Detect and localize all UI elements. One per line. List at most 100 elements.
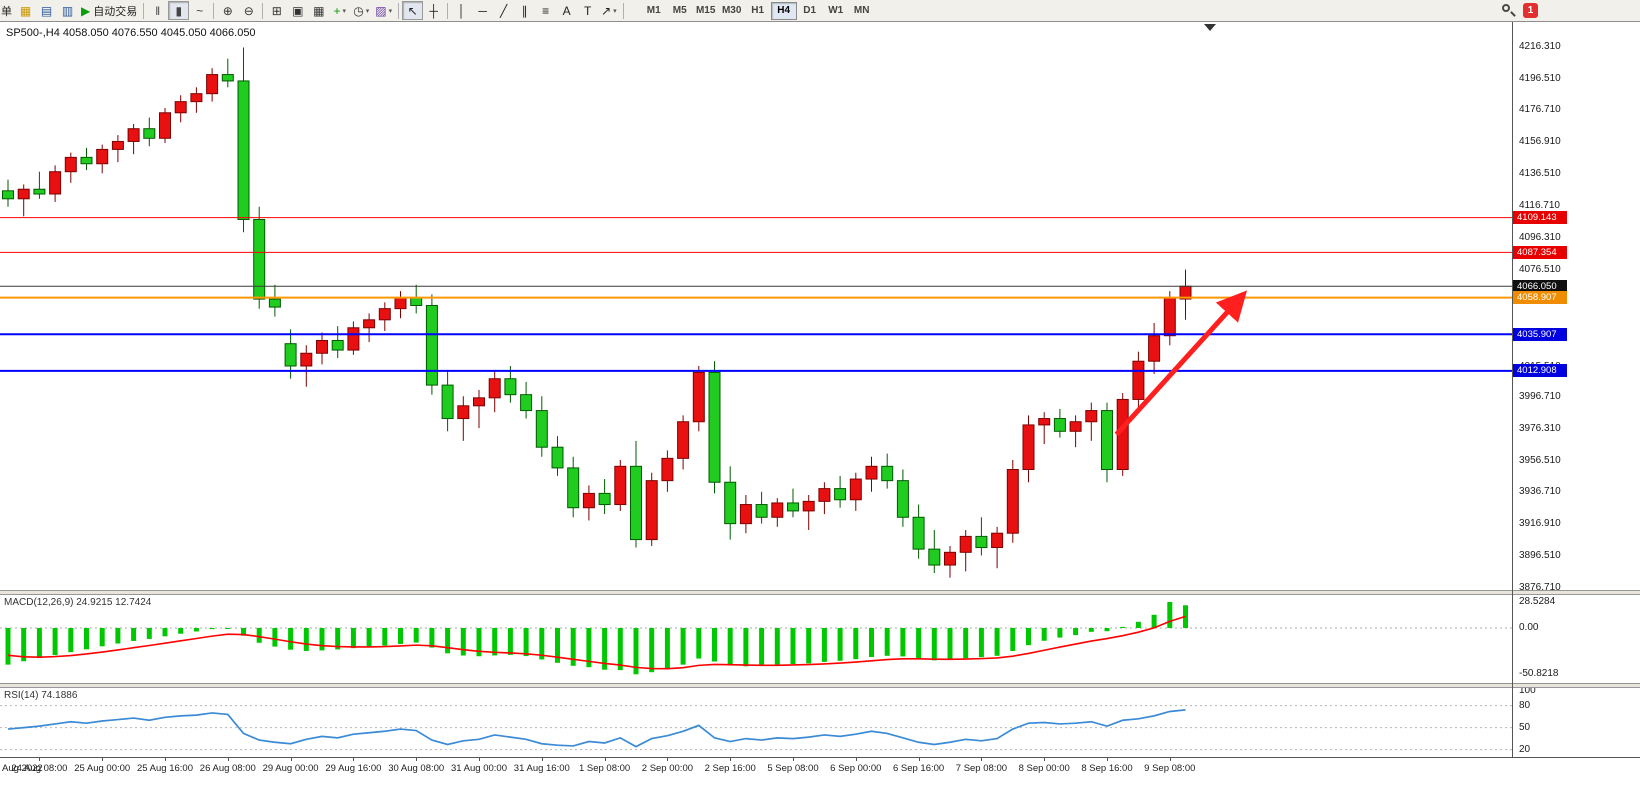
time-axis-tick [290,758,292,761]
arrows-button[interactable]: ↗ ▾ [598,1,620,20]
arrange-windows-button[interactable]: ▦ [308,1,329,20]
time-axis-label: 8 Sep 16:00 [1081,763,1133,774]
timeframe-w1-button[interactable]: W1 [823,2,849,20]
candlestick-button[interactable]: ▮ [168,1,190,20]
text-label-button[interactable]: T [577,1,598,20]
time-axis-tick [416,758,418,761]
time-axis-tick [981,758,983,761]
market-watch-button[interactable]: ▤ [36,1,57,20]
crosshair-button[interactable]: ┼ [423,1,444,20]
time-axis-tick [1169,758,1171,761]
search-icon-handle [1510,11,1516,17]
tile-windows-button[interactable]: ⊞ [266,1,287,20]
cascade-windows-button[interactable]: ▣ [287,1,308,20]
time-axis-tick [604,758,606,761]
pane-divider-macd[interactable] [0,590,1640,595]
timeframe-m5-button[interactable]: M5 [667,2,693,20]
tile-windows-icon: ⊞ [271,3,282,18]
time-axis-label: 6 Sep 00:00 [830,763,882,774]
charts-button[interactable]: ▦ [15,1,36,20]
macd-scale-label: 0.00 [1519,622,1539,633]
toolbar-separator [622,2,624,19]
arrange-windows-icon: ▦ [313,3,325,18]
price-tag-4109.143: 4109.143 [1513,211,1567,225]
line-chart-icon: ~ [196,3,204,18]
time-axis-tick [667,758,669,761]
price-axis-label: 3876.710 [1519,581,1561,593]
new-order-button-label: 单 [1,5,13,18]
time-axis-tick [102,758,104,761]
market-watch-icon: ▤ [40,3,53,18]
toolbar-separator [447,2,449,19]
trendline-button[interactable]: ╱ [493,1,514,20]
notification-badge[interactable]: 1 [1523,3,1538,18]
vertical-line-button[interactable]: │ [451,1,472,20]
fibonacci-button[interactable]: ≡ [535,1,556,20]
time-axis-tick [479,758,480,761]
toolbar-separator [398,2,400,19]
search-icon [1502,4,1510,12]
vertical-line-icon: │ [457,3,466,18]
navigator-icon: ▥ [61,3,74,18]
text-button[interactable]: A [556,1,577,20]
time-axis-tick [793,758,794,761]
time-axis-border [0,757,1640,758]
toolbar-separator [213,2,215,19]
indicators-button[interactable]: + ▾ [329,1,350,20]
cascade-windows-icon: ▣ [292,3,304,18]
timeframe-h4-button[interactable]: H4 [770,1,797,20]
autotrading-button[interactable]: ▶ 自动交易 [78,1,140,20]
timeframe-d1-button[interactable]: D1 [797,2,823,20]
time-axis-tick [855,758,857,761]
timeframe-m30-button[interactable]: M30 [719,2,745,20]
price-axis-label: 4216.310 [1519,41,1561,52]
dropdown-arrow-icon: ▾ [365,7,370,15]
zoom-in-icon: ⊕ [222,3,233,18]
bar-chart-button[interactable]: ‖ [147,1,168,20]
navigator-button[interactable]: ▥ [57,1,78,20]
timeframe-toolbar: M1 M5 M15 M30 H1 H4 D1 W1 MN [641,1,875,20]
time-axis-label: 31 Aug 00:00 [451,763,507,774]
time-axis-label: 29 Aug 16:00 [325,763,382,774]
timeframe-m15-button[interactable]: M15 [693,2,719,20]
chart-title: SP500-,H4 4058.050 4076.550 4045.050 406… [6,27,256,39]
price-axis-label: 3936.710 [1519,486,1561,498]
zoom-out-button[interactable]: ⊖ [238,1,259,20]
cursor-button[interactable]: ↖ [402,1,424,20]
time-axis-label: 2 Sep 16:00 [704,763,756,774]
rsi-scale-label: 80 [1519,699,1531,711]
periods-button[interactable]: ◷ ▾ [350,1,372,20]
bar-chart-icon: ‖ [155,3,161,18]
zoom-in-button[interactable]: ⊕ [217,1,238,20]
channel-button[interactable]: ∥ [514,1,535,20]
indicators-icon: + [333,3,341,18]
templates-button[interactable]: ▨ ▾ [372,1,395,20]
pane-divider-rsi[interactable] [0,683,1640,688]
timeframe-m1-button[interactable]: M1 [641,2,667,20]
new-order-button[interactable]: +单 [0,1,15,20]
toolbar-right-group: 1 [1500,2,1538,19]
price-axis-label: 3896.510 [1519,550,1561,562]
macd-signal-line [7,615,1186,670]
time-axis-label: 25 Aug 16:00 [137,763,193,774]
search-button[interactable] [1500,2,1517,19]
timeframe-mn-button[interactable]: MN [849,2,875,20]
rsi-scale-label: 50 [1519,721,1531,733]
time-axis-label: 25 Aug 00:00 [74,763,131,774]
cursor-icon: ↖ [407,3,418,18]
line-chart-button[interactable]: ~ [189,1,210,20]
rsi-line [7,709,1186,748]
dropdown-arrow-icon: ▾ [613,7,617,15]
chart-canvas[interactable] [0,0,1512,758]
horizontal-line-button[interactable]: ─ [472,1,493,20]
trendline-icon: ╱ [499,3,508,18]
price-axis-label: 4136.510 [1519,168,1561,180]
timeframe-h1-button[interactable]: H1 [745,2,771,20]
toolbar-separator [143,2,145,19]
dropdown-arrow-icon: ▾ [342,7,347,15]
macd-scale-label: -50.8218 [1519,668,1559,680]
rsi-scale-label: 100 [1519,684,1536,696]
time-axis-label: 1 Sep 08:00 [578,763,631,774]
chart-shift-marker[interactable] [1204,24,1216,31]
